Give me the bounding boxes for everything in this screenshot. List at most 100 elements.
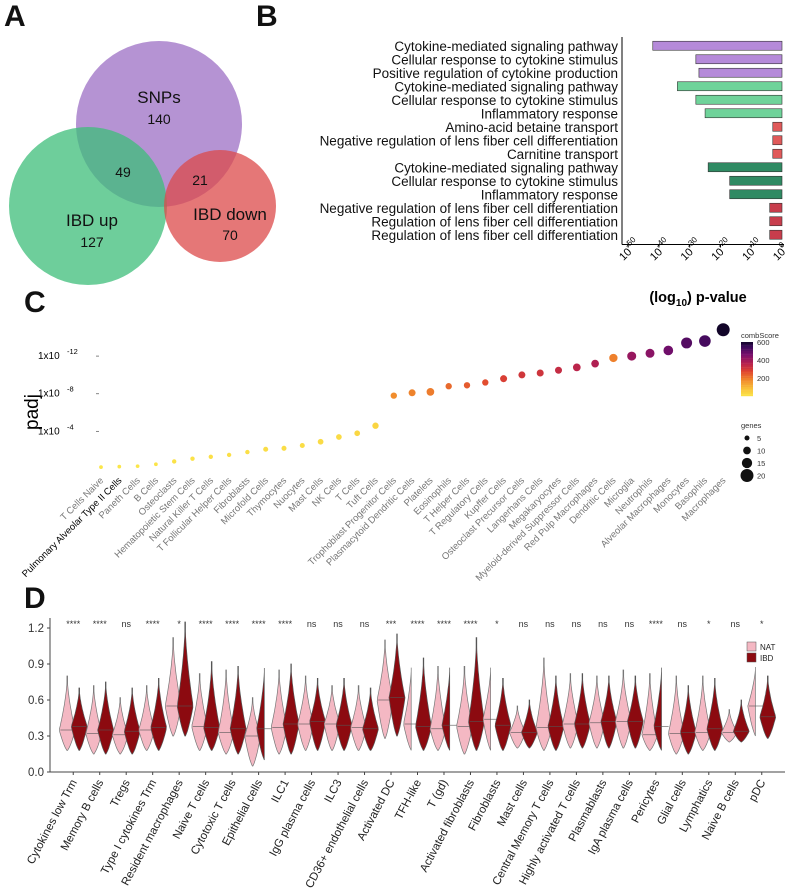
- significance-label: ns: [121, 619, 131, 629]
- significance-label: ns: [731, 619, 741, 629]
- colorbar-segment: [741, 361, 753, 364]
- violin: [177, 621, 194, 737]
- colorbar-segment: [741, 385, 753, 388]
- y-tick-exponent: -12: [67, 347, 78, 356]
- y-tick-label: 1x10: [38, 426, 60, 437]
- violin: [217, 669, 235, 755]
- significance-label: *: [707, 619, 711, 629]
- point: [716, 323, 730, 337]
- legend-size-dot: [743, 446, 751, 455]
- point: [681, 337, 693, 349]
- violin: [165, 637, 182, 737]
- violin: [203, 661, 220, 751]
- point: [518, 371, 526, 379]
- legend-color-tick: 400: [757, 356, 770, 365]
- violin: [521, 699, 538, 749]
- legend-swatch: [746, 652, 757, 663]
- colorbar-segment: [741, 388, 753, 391]
- colorbar-segment: [741, 378, 753, 380]
- y-tick-label: 0.0: [28, 767, 44, 779]
- point: [263, 446, 269, 452]
- significance-label: *: [177, 619, 181, 629]
- violin: [706, 678, 723, 751]
- legend-size-dot: [741, 457, 753, 469]
- x-tick-label: pDC: [747, 778, 768, 804]
- x-tick-label: 10: [740, 246, 757, 263]
- colorbar-segment: [741, 376, 753, 379]
- term-label: Inflammatory response: [481, 187, 618, 202]
- colorbar-segment: [741, 365, 753, 368]
- violin: [388, 633, 406, 737]
- violin: [309, 678, 326, 751]
- colorbar-segment: [741, 347, 753, 350]
- bar: [704, 108, 783, 119]
- violin: [71, 687, 88, 751]
- term-label: Cellular response to cytokine stimulus: [391, 93, 618, 108]
- violin: [323, 685, 341, 751]
- x-tick-label-group: 10-40: [648, 235, 669, 264]
- y-tick-label: 0.9: [28, 659, 44, 671]
- point: [117, 464, 122, 469]
- violin: [271, 669, 288, 755]
- violin: [85, 685, 102, 755]
- legend-size-dot: [740, 469, 754, 482]
- x-tick-label: Pulmonary Alveolar Type II Cells: [20, 475, 125, 580]
- point: [390, 392, 397, 399]
- point: [317, 438, 324, 445]
- violin: [124, 687, 141, 755]
- colorbar-segment: [741, 374, 753, 377]
- bar: [729, 175, 783, 186]
- x-tick-label: ILC3: [323, 778, 345, 805]
- legend-size-label: 10: [757, 447, 765, 456]
- x-tick-label-group: 10-10: [740, 235, 761, 264]
- violin: [574, 673, 591, 749]
- violin: [615, 669, 632, 749]
- significance-label: ****: [437, 619, 452, 629]
- x-tick-label: Tregs: [109, 778, 133, 809]
- violin: [733, 699, 750, 743]
- x-tick-label-group: 100: [771, 240, 788, 264]
- bar: [652, 40, 783, 51]
- violin: [362, 687, 379, 751]
- violin: [297, 675, 314, 751]
- significance-label: ns: [625, 619, 635, 629]
- y-tick-exponent: -4: [67, 422, 74, 431]
- significance-label: ****: [146, 619, 161, 629]
- violin: [441, 667, 451, 751]
- significance-label: ns: [519, 619, 529, 629]
- significance-label: ****: [66, 619, 81, 629]
- term-label: Amino-acid betaine transport: [445, 120, 618, 135]
- colorbar-segment: [741, 367, 753, 370]
- colorbar-segment: [741, 390, 753, 393]
- term-label: Negative regulation of lens fiber cell d…: [320, 133, 618, 148]
- point: [463, 382, 471, 389]
- violin: [535, 657, 553, 751]
- point: [426, 388, 435, 396]
- point: [663, 345, 674, 356]
- venn-diagram: SNPs 140 IBD up 127 IBD down 70 49 21: [9, 41, 276, 285]
- violin: [97, 681, 115, 755]
- bar: [677, 81, 783, 92]
- term-label: Regulation of lens fiber cell differenti…: [371, 214, 618, 229]
- x-tick-exponent: 0: [777, 240, 787, 250]
- colorbar-segment: [741, 356, 753, 359]
- y-axis-title: padj: [22, 394, 43, 430]
- bar: [769, 202, 783, 213]
- violin: [429, 666, 447, 751]
- colorbar-segment: [741, 343, 753, 346]
- venn-count-snps-ibd-down: 21: [192, 172, 208, 188]
- x-axis-title-tail: ) p-value: [687, 290, 747, 306]
- violin: [350, 685, 367, 751]
- point: [281, 445, 287, 451]
- x-tick-label: 10: [771, 246, 788, 263]
- point: [99, 465, 103, 469]
- violin-plot: 0.00.30.60.91.2 ****Cytokines low Trm****…: [25, 618, 785, 890]
- bar: [769, 216, 783, 227]
- bar: [772, 148, 783, 159]
- point: [135, 464, 140, 469]
- colorbar-segment: [741, 372, 753, 375]
- violin: [403, 667, 412, 751]
- legend-size-label: 15: [757, 459, 765, 468]
- x-axis-title: (log10) p-value: [649, 290, 746, 309]
- colorbar-segment: [741, 349, 753, 352]
